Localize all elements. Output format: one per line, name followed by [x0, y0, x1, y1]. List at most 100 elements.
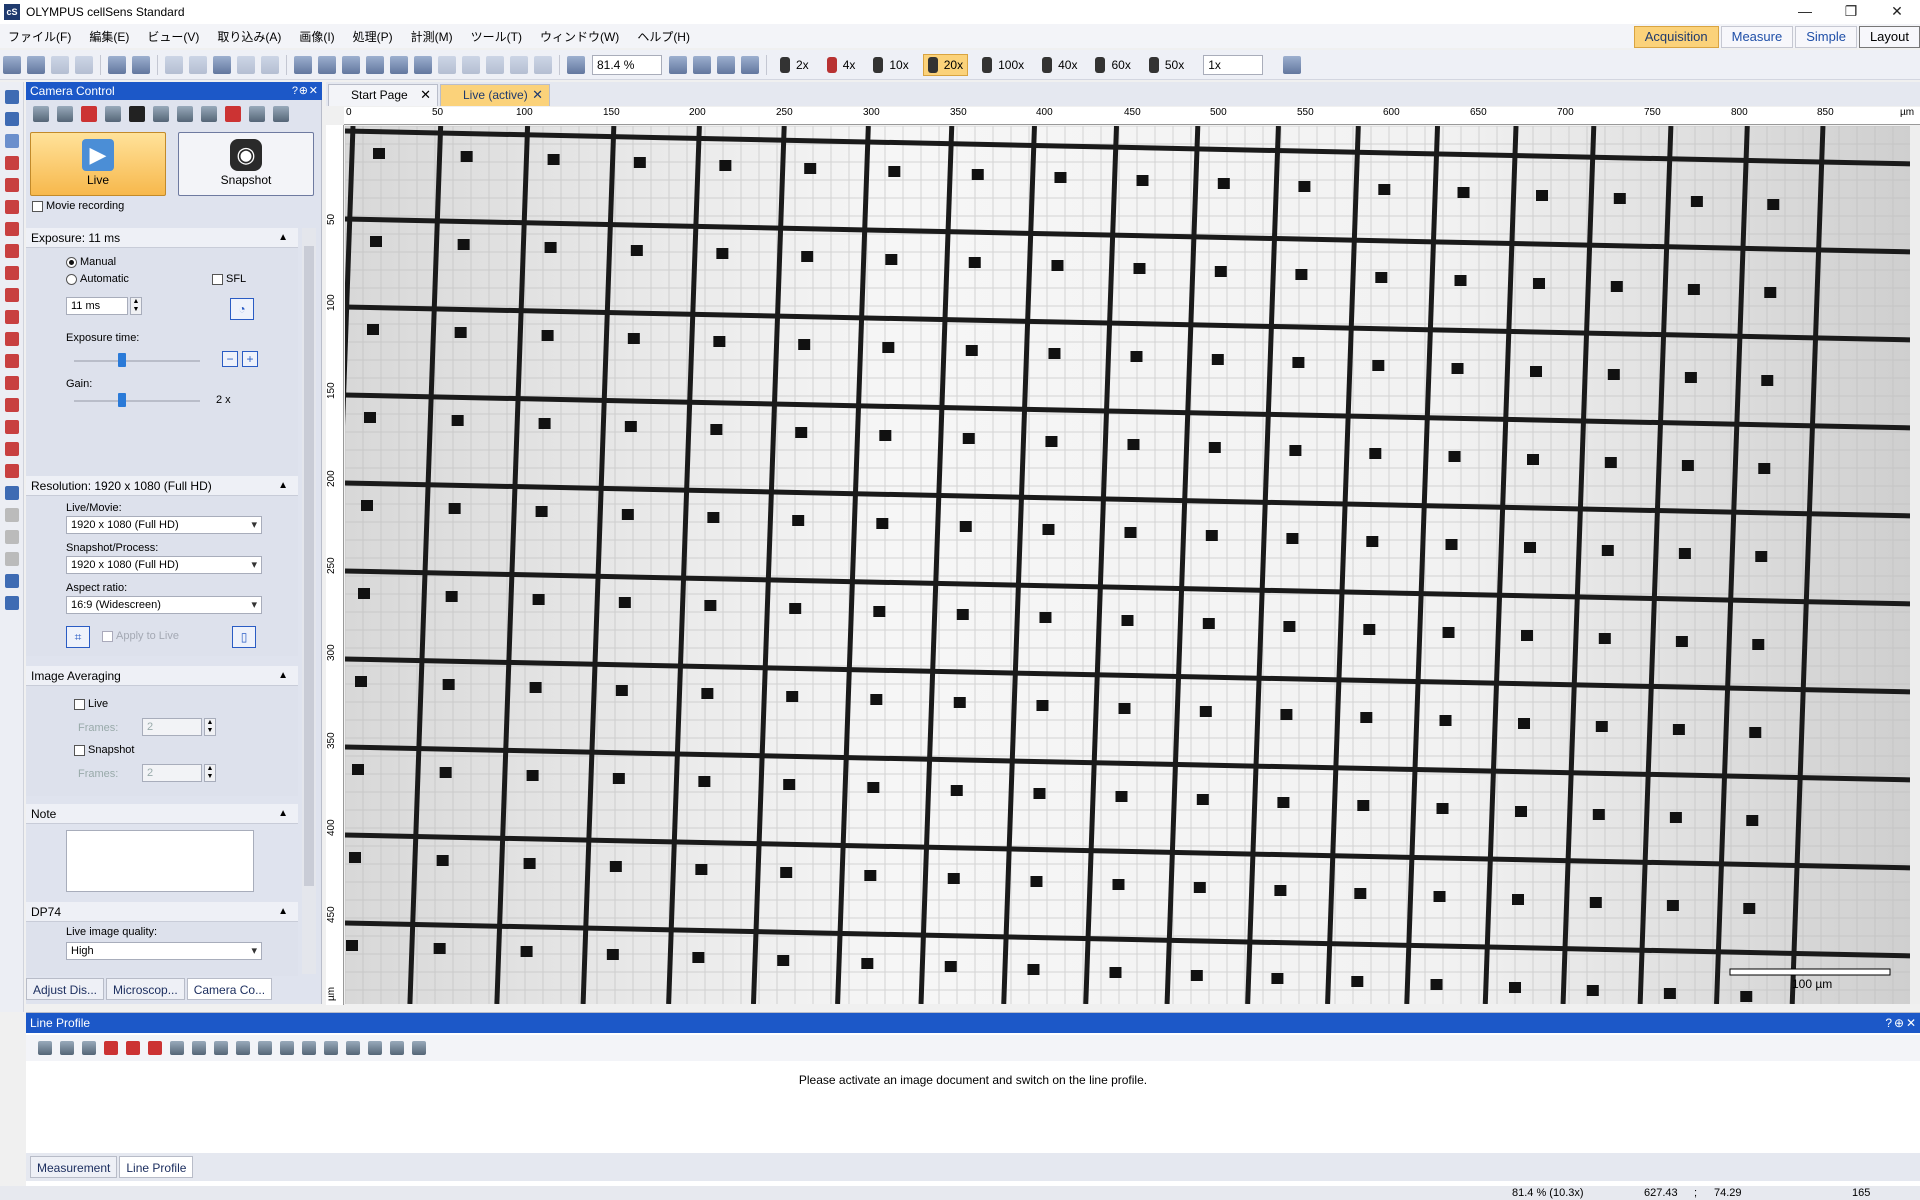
- panel-scrollbar-thumb[interactable]: [304, 246, 314, 886]
- live-frames-stepper[interactable]: ▲ ▼: [204, 718, 216, 736]
- color-icon[interactable]: [225, 106, 241, 122]
- image-tool-icon[interactable]: [5, 112, 19, 126]
- panel-scrollbar[interactable]: [302, 228, 316, 974]
- layout-icon[interactable]: [249, 106, 265, 122]
- image-scrollbar[interactable]: [1910, 126, 1920, 1004]
- menu-help[interactable]: ヘルプ(H): [637, 29, 690, 44]
- collapse-icon[interactable]: ▲: [278, 906, 288, 917]
- tab-measurement[interactable]: Measurement: [30, 1156, 118, 1178]
- camera-tool-icon[interactable]: [5, 574, 19, 588]
- menu-measure[interactable]: 計測(M): [410, 29, 453, 44]
- magic-wand-icon[interactable]: [462, 55, 480, 74]
- objective-40x-button[interactable]: 40x: [1038, 54, 1081, 76]
- menu-window[interactable]: ウィンドウ(W): [539, 29, 620, 44]
- panel-close-button[interactable]: ✕: [1905, 1016, 1916, 1030]
- objective-50x-button[interactable]: 50x: [1145, 54, 1188, 76]
- menu-view[interactable]: ビュー(V): [147, 29, 200, 44]
- open-folder-icon[interactable]: [27, 55, 45, 74]
- channel-icon[interactable]: [324, 1041, 338, 1055]
- panel-pin-icon[interactable]: ⊕: [298, 85, 308, 97]
- table-view-icon[interactable]: [412, 1041, 426, 1055]
- dp74-header[interactable]: DP74 ▲: [26, 902, 298, 922]
- exposure-value-input[interactable]: 11 ms: [66, 297, 128, 315]
- menu-tools[interactable]: ツール(T): [470, 29, 522, 44]
- averaging-live-option[interactable]: Live: [74, 698, 108, 710]
- flag-icon[interactable]: [81, 106, 97, 122]
- export-profile-icon[interactable]: [38, 1041, 52, 1055]
- sfl-checkbox[interactable]: [212, 273, 223, 285]
- snapshot-resolution-select[interactable]: 1920 x 1080 (Full HD): [66, 556, 262, 574]
- gain-slider[interactable]: [74, 400, 200, 402]
- freehand-profile-icon[interactable]: [148, 1041, 162, 1055]
- minimize-button[interactable]: —: [1798, 3, 1812, 19]
- pan-hand-icon[interactable]: [342, 55, 360, 74]
- averaging-live-checkbox[interactable]: [74, 698, 85, 710]
- rotated-rectangle-tool-icon[interactable]: [5, 376, 19, 390]
- averaging-snapshot-checkbox[interactable]: [74, 744, 85, 756]
- panel-help-button[interactable]: ?: [291, 85, 298, 97]
- mode-acquisition[interactable]: Acquisition: [1633, 26, 1719, 48]
- confirm-icon[interactable]: [510, 55, 528, 74]
- pen-tool-icon[interactable]: [5, 530, 19, 544]
- histogram-icon[interactable]: [105, 106, 121, 122]
- max-icon[interactable]: [201, 106, 217, 122]
- collapse-icon[interactable]: ▲: [278, 232, 288, 243]
- menu-image[interactable]: 画像(I): [299, 29, 335, 44]
- line-tool-icon[interactable]: [5, 200, 19, 214]
- cancel-icon[interactable]: [534, 55, 552, 74]
- distance-tool-icon[interactable]: [5, 244, 19, 258]
- paste-profile-icon[interactable]: [390, 1041, 404, 1055]
- exposure-decrease-button[interactable]: −: [222, 351, 238, 367]
- zoom-tool-icon[interactable]: [366, 55, 384, 74]
- layout-dropdown[interactable]: Layout: [1858, 26, 1920, 48]
- apply-to-live-option[interactable]: Apply to Live: [102, 630, 179, 642]
- cut-icon[interactable]: [165, 55, 183, 74]
- more-options-icon[interactable]: [273, 106, 289, 122]
- roi-button[interactable]: ⌗: [66, 626, 90, 648]
- ellipse-tool-icon[interactable]: [5, 420, 19, 434]
- options-tool-icon[interactable]: [5, 596, 19, 610]
- live-movie-resolution-select[interactable]: 1920 x 1080 (Full HD): [66, 516, 262, 534]
- snapshot-frames-input[interactable]: 2: [142, 764, 202, 782]
- close-tab-icon[interactable]: ✕: [420, 87, 431, 102]
- copy-icon[interactable]: [189, 55, 207, 74]
- width-icon[interactable]: [170, 1041, 184, 1055]
- pointer-icon[interactable]: [414, 55, 432, 74]
- movie-recording-option[interactable]: Movie recording: [32, 200, 124, 212]
- chart-options-icon[interactable]: [302, 1041, 316, 1055]
- zoom-in-icon[interactable]: [669, 55, 687, 74]
- menu-edit[interactable]: 編集(E): [89, 29, 130, 44]
- new-document-icon[interactable]: [3, 55, 21, 74]
- zoom-in-profile-icon[interactable]: [214, 1041, 228, 1055]
- manual-option[interactable]: Manual: [66, 256, 116, 268]
- image-averaging-header[interactable]: Image Averaging ▲: [26, 666, 298, 686]
- aspect-ratio-select[interactable]: 16:9 (Widescreen): [66, 596, 262, 614]
- menu-acquire[interactable]: 取り込み(A): [217, 29, 282, 44]
- gain-slider-thumb[interactable]: [118, 393, 126, 407]
- magnification-select[interactable]: 1x: [1203, 54, 1264, 75]
- black-balance-icon[interactable]: [129, 106, 145, 122]
- print-preview-icon[interactable]: [132, 55, 150, 74]
- calibration-tool-icon[interactable]: [5, 486, 19, 500]
- actual-size-icon[interactable]: [717, 55, 735, 74]
- menu-process[interactable]: 処理(P): [352, 29, 393, 44]
- tab-line-profile[interactable]: Line Profile: [119, 1156, 194, 1178]
- help-pointer-icon[interactable]: [318, 55, 336, 74]
- exposure-header[interactable]: Exposure: 11 ms ▲: [26, 228, 298, 248]
- tab-camera-control[interactable]: Camera Co...: [186, 978, 273, 1000]
- print-icon[interactable]: [108, 55, 126, 74]
- eraser-tool-icon[interactable]: [5, 552, 19, 566]
- copy-profile-icon[interactable]: [368, 1041, 382, 1055]
- camera-settings-icon[interactable]: [33, 106, 49, 122]
- collapse-icon[interactable]: ▲: [278, 808, 288, 819]
- collapse-icon[interactable]: ▲: [278, 670, 288, 681]
- polyline-tool-icon[interactable]: [5, 266, 19, 280]
- list-icon[interactable]: [280, 1041, 294, 1055]
- triangle-tool-icon[interactable]: [5, 332, 19, 346]
- tab-microscope[interactable]: Microscop...: [106, 978, 185, 1000]
- objective-100x-button[interactable]: 100x: [978, 54, 1028, 76]
- shading-icon[interactable]: [177, 106, 193, 122]
- menu-file[interactable]: ファイル(F): [8, 29, 72, 44]
- import-profile-icon[interactable]: [60, 1041, 74, 1055]
- zoom-out-icon[interactable]: [567, 55, 585, 74]
